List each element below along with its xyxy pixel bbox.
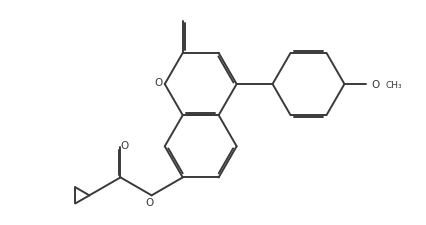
Text: O: O (154, 78, 162, 88)
Text: O: O (121, 140, 129, 150)
Text: O: O (145, 197, 154, 207)
Text: CH₃: CH₃ (385, 81, 401, 90)
Text: O: O (371, 80, 379, 90)
